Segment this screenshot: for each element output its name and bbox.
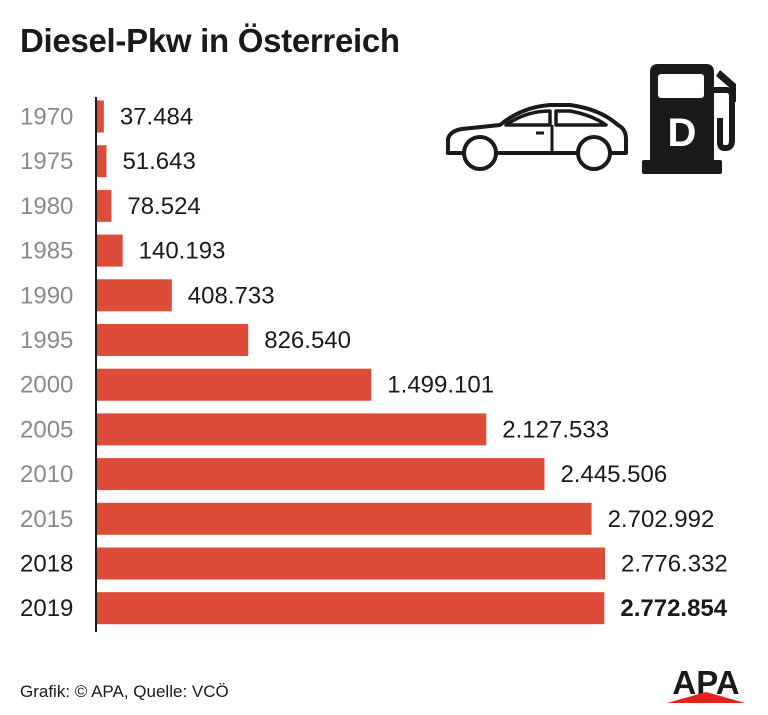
value-label-2000: 1.499.101	[387, 372, 494, 399]
source-note: Grafik: © APA, Quelle: VCÖ	[20, 682, 229, 701]
fuel-pump-icon: D	[642, 64, 736, 174]
value-label-1990: 408.733	[188, 282, 275, 309]
bar-1980	[97, 189, 112, 222]
value-label-2018: 2.776.332	[621, 551, 728, 578]
value-label-1975: 51.643	[122, 148, 195, 175]
bar-2018	[97, 547, 605, 580]
year-label-2000: 2000	[20, 372, 73, 399]
value-label-1980: 78.524	[127, 193, 200, 220]
year-label-2015: 2015	[20, 506, 73, 533]
bar-2000	[97, 368, 372, 401]
year-label-2010: 2010	[20, 461, 73, 488]
year-label-1975: 1975	[20, 148, 73, 175]
chart-title: Diesel-Pkw in Österreich	[20, 22, 400, 59]
bar-1985	[97, 234, 123, 267]
car-icon	[446, 103, 628, 171]
apa-logo: APA	[667, 664, 745, 703]
value-label-2015: 2.702.992	[608, 506, 715, 533]
year-label-1980: 1980	[20, 193, 73, 220]
year-label-2005: 2005	[20, 416, 73, 443]
year-label-1985: 1985	[20, 238, 73, 265]
value-label-1995: 826.540	[264, 327, 351, 354]
bar-2005	[97, 413, 487, 446]
bar-1990	[97, 279, 172, 312]
pump-letter: D	[668, 111, 697, 155]
year-label-1970: 1970	[20, 104, 73, 131]
bar-2010	[97, 458, 545, 491]
value-label-2005: 2.127.533	[502, 416, 609, 443]
bar-2015	[97, 502, 592, 535]
value-label-2010: 2.445.506	[560, 461, 667, 488]
bar-1995	[97, 324, 249, 356]
bar-1970	[97, 100, 104, 133]
year-label-1990: 1990	[20, 282, 73, 309]
year-label-2019: 2019	[20, 595, 73, 622]
value-label-2019: 2.772.854	[620, 595, 727, 622]
bar-2019	[97, 592, 605, 625]
value-label-1985: 140.193	[139, 238, 226, 265]
year-label-1995: 1995	[20, 327, 73, 354]
year-label-2018: 2018	[20, 551, 73, 578]
value-label-1970: 37.484	[120, 104, 193, 131]
bar-1975	[97, 145, 107, 178]
